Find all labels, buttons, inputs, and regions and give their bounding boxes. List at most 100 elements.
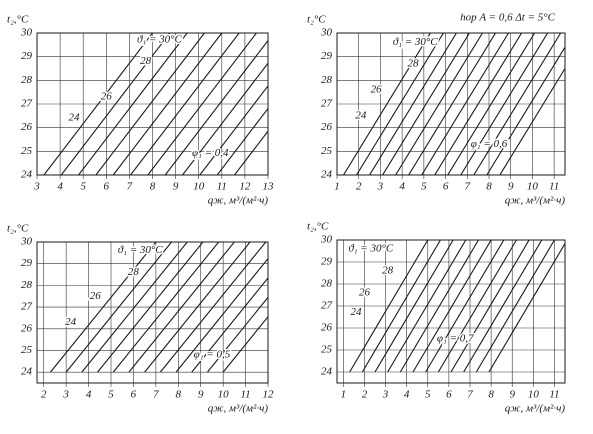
diagonal-line bbox=[475, 240, 555, 373]
diagonal-line bbox=[95, 33, 205, 175]
diagonal-line bbox=[216, 107, 268, 175]
diagonal-line bbox=[434, 33, 523, 175]
y-tick-label: 24 bbox=[21, 366, 33, 378]
annotation: 28 bbox=[140, 55, 152, 67]
annotation: 24 bbox=[355, 109, 367, 121]
x-tick-label: 12 bbox=[239, 181, 251, 193]
x-tick-label: 4 bbox=[399, 181, 405, 193]
x-axis-label: qж, м³/(м²·ч) bbox=[505, 195, 566, 207]
y-tick-label: 27 bbox=[21, 301, 33, 313]
x-tick-label: 11 bbox=[217, 181, 227, 193]
y-tick-label: 25 bbox=[321, 344, 333, 356]
annotation: ϑ₁ = 30°C bbox=[393, 36, 439, 48]
y-tick-label: 26 bbox=[321, 322, 333, 334]
x-tick-label: 11 bbox=[240, 389, 250, 401]
y-tick-label: 30 bbox=[320, 234, 333, 246]
x-axis-label: qж, м³/(м²·ч) bbox=[505, 403, 566, 415]
diagonal-line bbox=[349, 240, 429, 373]
x-tick-label: 11 bbox=[549, 389, 559, 401]
x-tick-label: 6 bbox=[104, 181, 110, 193]
annotation: φ₁ = 0,5 bbox=[194, 348, 231, 360]
diagonal-line bbox=[499, 67, 565, 175]
diagonal-line bbox=[182, 62, 268, 175]
y-tick-label: 24 bbox=[321, 366, 333, 378]
diagonal-line bbox=[43, 33, 153, 175]
x-tick-label: 7 bbox=[467, 389, 473, 401]
x-tick-label: 6 bbox=[131, 389, 137, 401]
x-tick-label: 5 bbox=[425, 389, 431, 401]
y-tick-label: 26 bbox=[21, 322, 33, 334]
x-tick-label: 4 bbox=[57, 181, 63, 193]
x-tick-label: 1 bbox=[341, 389, 347, 401]
x-tick-label: 8 bbox=[488, 389, 494, 401]
panel: 2 3 4 5 6 7 8 9 10 11 12 24 25 26 27 28 29 30 ϑ₁ = 30°C 28 2… bbox=[7, 223, 275, 415]
annotation: 26 bbox=[371, 83, 383, 95]
x-tick-label: 5 bbox=[421, 181, 427, 193]
diagonal-line bbox=[207, 296, 268, 373]
diagonal-line bbox=[412, 240, 492, 373]
diagonal-line bbox=[234, 130, 268, 175]
annotation: ϑ₁ = 30°C bbox=[348, 242, 394, 254]
y-tick-label: 25 bbox=[21, 344, 33, 356]
diagonal-line bbox=[144, 242, 251, 373]
diagonal-line bbox=[450, 240, 530, 373]
diagonal-line bbox=[408, 33, 496, 175]
x-tick-label: 10 bbox=[218, 389, 230, 401]
annotation: 26 bbox=[101, 90, 113, 102]
y-tick-label: 27 bbox=[21, 98, 33, 110]
annotation: 26 bbox=[359, 286, 371, 298]
y-tick-label: 30 bbox=[20, 236, 33, 248]
diagonal-line bbox=[425, 240, 505, 373]
annotation: 28 bbox=[128, 266, 140, 278]
x-tick-label: 4 bbox=[404, 389, 410, 401]
diagonal-line bbox=[486, 46, 565, 175]
y-tick-label: 28 bbox=[21, 74, 33, 86]
diagonal-line bbox=[399, 240, 479, 373]
diagonal-line bbox=[199, 84, 268, 175]
x-tick-label: 3 bbox=[62, 389, 69, 401]
annotation: φ₁ = 0,6 bbox=[471, 138, 508, 150]
diagonal-line bbox=[175, 257, 268, 373]
x-tick-label: 2 bbox=[356, 181, 362, 193]
diagonal-line bbox=[112, 242, 220, 373]
diagonal-line bbox=[488, 242, 565, 373]
diagonal-line bbox=[395, 33, 483, 175]
diagonal-line bbox=[112, 33, 223, 175]
x-tick-label: 1 bbox=[334, 181, 340, 193]
plot-frame bbox=[336, 32, 566, 176]
x-axis-label: qж, м³/(м²·ч) bbox=[208, 403, 269, 415]
diagonal-line bbox=[191, 277, 268, 373]
x-tick-label: 4 bbox=[86, 389, 92, 401]
x-tick-label: 10 bbox=[193, 181, 205, 193]
y-tick-label: 24 bbox=[321, 169, 333, 181]
y-axis-label: t₂,°C bbox=[307, 221, 329, 233]
y-axis-label: t₂,°C bbox=[7, 14, 29, 26]
panel: 3 4 5 6 7 8 9 10 11 12 13 24 25 26 27 28 29 30 ϑ₁ = 30°C 28… bbox=[7, 14, 274, 207]
y-tick-label: 29 bbox=[321, 50, 333, 62]
x-tick-label: 7 bbox=[127, 181, 133, 193]
diagonal-line bbox=[50, 242, 157, 373]
x-tick-label: 12 bbox=[263, 389, 275, 401]
diagonal-line bbox=[447, 33, 536, 175]
panel: 1 2 3 4 5 6 7 8 9 10 11 24 25 26 27 28 29 30 ϑ₁ = 30°C 28 26… bbox=[307, 12, 566, 207]
diagonal-line bbox=[369, 33, 457, 175]
annotation: φ₁ = 0,7 bbox=[437, 333, 474, 345]
diagonal-line bbox=[343, 33, 431, 175]
x-tick-label: 7 bbox=[153, 389, 159, 401]
annotation: 24 bbox=[351, 306, 363, 318]
y-tick-label: 28 bbox=[21, 279, 33, 291]
y-axis-label: t₂°C bbox=[307, 14, 326, 26]
diagonal-line bbox=[437, 240, 517, 373]
x-tick-label: 9 bbox=[509, 389, 515, 401]
annotation: ϑ₁ = 30°C bbox=[137, 34, 183, 46]
x-tick-label: 10 bbox=[528, 389, 540, 401]
annotation: 26 bbox=[90, 290, 102, 302]
y-tick-label: 29 bbox=[321, 256, 333, 268]
diagonal-line bbox=[421, 33, 510, 175]
diagonal-line bbox=[97, 242, 204, 373]
x-tick-label: 8 bbox=[150, 181, 156, 193]
diagonal-line bbox=[374, 240, 454, 373]
diagonal-line bbox=[60, 33, 171, 175]
